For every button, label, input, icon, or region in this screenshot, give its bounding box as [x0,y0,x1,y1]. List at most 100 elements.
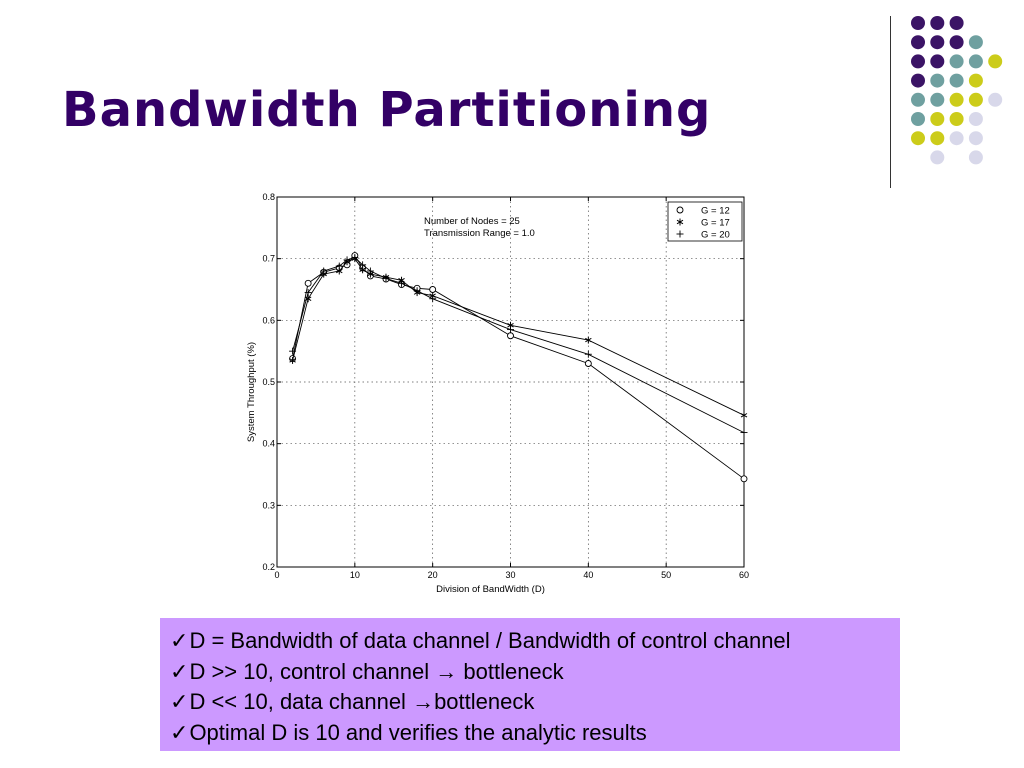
data-point-circle [429,286,437,293]
y-tick-label: 0.5 [262,377,275,387]
decor-dot [930,35,945,50]
data-point-plus [413,287,421,295]
data-point-plus [740,429,748,437]
decor-dot [968,73,983,88]
note-text: Optimal D is 10 and verifies the analyti… [189,719,647,745]
note-text: D >> 10, control channel [189,658,436,684]
decor-dot [911,54,925,69]
data-point-plus [320,267,328,275]
chart-annotation: Transmission Range = 1.0 [424,228,535,239]
y-tick-label: 0.2 [262,562,275,572]
arrow-right-icon: → [435,658,458,684]
data-point-star [740,411,748,419]
decor-dot [968,35,983,50]
data-point-star [585,336,592,344]
y-axis-label: System Throughput (%) [246,342,257,442]
decor-dot [911,131,925,146]
data-point-circle [507,332,514,340]
check-icon: ✓ [170,689,189,714]
y-tick-label: 0.7 [262,254,275,264]
note-tail: bottleneck [434,689,535,714]
check-icon: ✓ [170,628,189,653]
chart-annotation: Number of Nodes = 25 [424,216,520,227]
decor-dot [911,112,925,126]
data-point-plus [584,350,592,358]
decor-dot [949,73,964,88]
decor-dot [911,73,925,88]
decor-dot [930,16,945,30]
data-point-plus [335,262,343,270]
x-tick-label: 40 [583,570,593,580]
legend-marker-circle [676,206,684,214]
note-item: ✓D >> 10, control channel → bottleneck [170,657,890,688]
decor-dot [930,54,945,69]
decor-dot [911,16,925,30]
decor-dot [968,54,983,69]
decor-dot [949,131,964,146]
note-item: ✓D << 10, data channel →bottleneck [170,687,890,718]
x-tick-label: 60 [739,570,749,580]
x-axis-label: Division of BandWidth (D) [436,584,545,595]
decor-dot [988,92,1003,107]
data-point-star [289,356,296,364]
decor-dot [968,92,983,107]
data-point-plus [289,347,297,355]
data-point-plus [351,253,359,261]
decor-dot [949,54,964,69]
notes-box: ✓D = Bandwidth of data channel / Bandwid… [160,618,900,751]
decor-dot [930,131,945,146]
x-tick-label: 30 [505,570,515,580]
check-icon: ✓ [170,719,189,745]
note-text: D << 10, data channel [189,689,413,714]
legend-label: G = 20 [701,230,730,241]
data-point-plus [507,326,514,334]
decor-dot [988,54,1003,69]
decor-dot [930,150,945,165]
decor-dot [949,92,964,107]
data-point-plus [304,289,312,297]
legend-label: G = 12 [701,206,730,217]
note-item: ✓Optimal D is 10 and verifies the analyt… [170,718,890,749]
note-item: ✓D = Bandwidth of data channel / Bandwid… [170,626,890,657]
y-tick-label: 0.4 [262,439,275,449]
data-point-plus [429,295,437,303]
data-point-plus [366,267,374,275]
arrow-right-icon: → [412,689,435,714]
note-text: D = Bandwidth of data channel / Bandwidt… [189,628,791,653]
x-tick-label: 50 [661,570,671,580]
throughput-chart: 0 10 20 30 40 50 60 0.2 0.3 0.4 0.5 0.6 0.7 0.8 Divisi… [246,192,749,595]
note-tail: bottleneck [457,658,564,684]
decor-dot [968,112,983,126]
y-tick-label: 0.6 [262,315,275,325]
decor-dot [930,73,945,88]
decor-dot [949,112,964,126]
x-tick-label: 0 [274,570,279,580]
decor-dot [911,35,925,50]
data-point-plus [359,261,367,269]
slide-title: Bandwidth Partitioning [62,82,712,138]
check-icon: ✓ [170,658,189,684]
decor-dot [930,92,945,107]
legend-label: G = 17 [701,218,730,229]
series-line-2 [292,258,745,416]
x-tick-label: 20 [428,570,438,580]
decor-dot [968,131,983,146]
data-point-plus [398,279,406,287]
legend-marker-star [676,218,684,226]
series-line-1 [292,254,745,480]
data-point-plus [382,274,390,282]
decor-dot [968,150,983,165]
decor-dot [949,35,964,50]
data-point-plus [343,256,351,264]
legend-marker-plus [676,230,684,238]
data-point-circle [740,475,748,483]
data-point-circle [584,360,592,367]
divider-line [890,16,891,188]
y-tick-label: 0.8 [262,192,275,202]
series-line-3 [292,256,745,434]
decor-dot [911,92,925,107]
data-point-circle [304,279,312,287]
x-tick-label: 10 [350,570,360,580]
decor-dot [930,112,945,126]
decor-dot [949,16,964,30]
